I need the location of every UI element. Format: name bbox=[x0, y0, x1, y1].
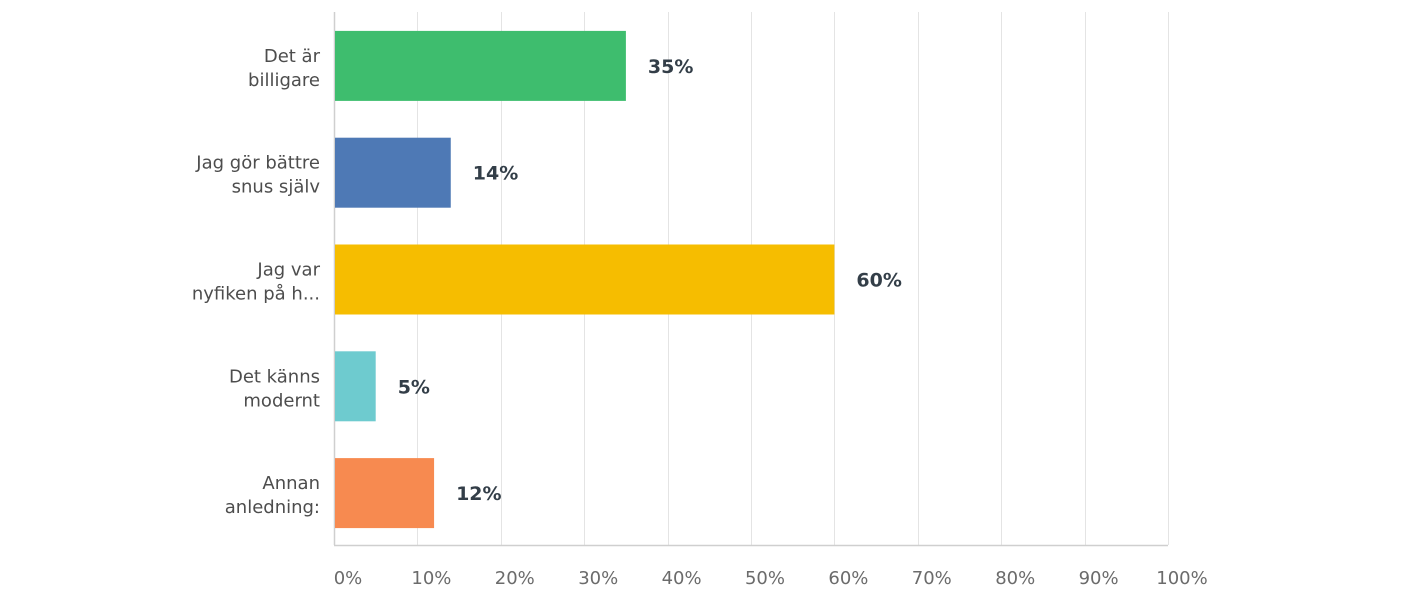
x-tick-label: 10% bbox=[411, 568, 451, 589]
category-label: Jag gör bättre snus själv bbox=[195, 153, 320, 198]
category-label: Det känns modernt bbox=[229, 366, 320, 411]
category-label: Jag var nyfiken på h... bbox=[192, 260, 321, 305]
bar bbox=[335, 137, 451, 208]
x-tick-label: 50% bbox=[745, 568, 785, 589]
bar bbox=[335, 351, 376, 422]
x-tick-label: 20% bbox=[495, 568, 535, 589]
x-tick-label: 70% bbox=[912, 568, 952, 589]
x-tick-label: 60% bbox=[828, 568, 868, 589]
bar bbox=[335, 458, 435, 529]
bar bbox=[335, 30, 626, 101]
bar bbox=[335, 244, 835, 315]
value-label: 60% bbox=[856, 270, 901, 292]
category-label: Det är billigare bbox=[248, 46, 321, 91]
category-label: Annan anledning: bbox=[225, 473, 320, 518]
value-label: 14% bbox=[473, 163, 518, 185]
value-label: 12% bbox=[456, 483, 501, 505]
x-tick-label: 0% bbox=[334, 568, 363, 589]
value-label: 35% bbox=[648, 56, 693, 78]
value-label: 5% bbox=[398, 376, 430, 398]
x-tick-label: 90% bbox=[1079, 568, 1119, 589]
x-tick-label: 100% bbox=[1156, 568, 1207, 589]
x-tick-label: 30% bbox=[578, 568, 618, 589]
x-tick-label: 40% bbox=[662, 568, 702, 589]
x-tick-label: 80% bbox=[995, 568, 1035, 589]
